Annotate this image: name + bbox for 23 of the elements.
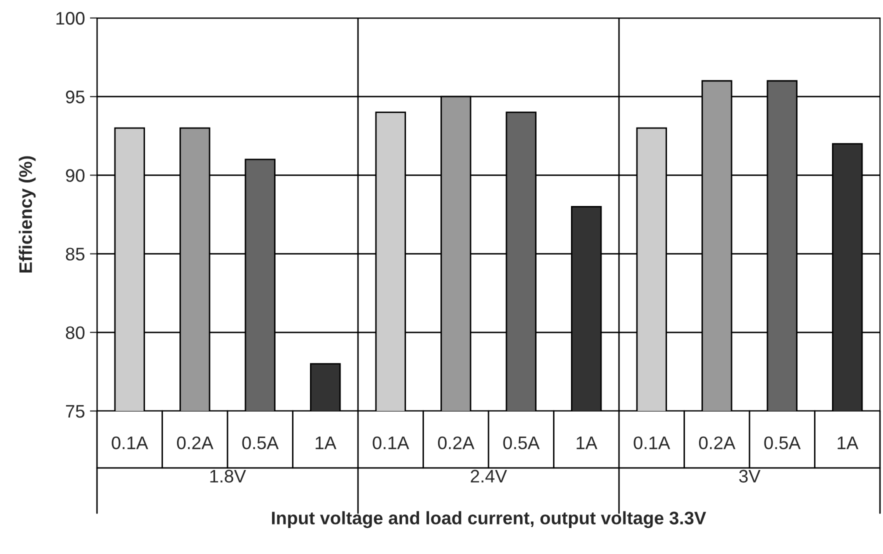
y-tick-label: 95: [66, 90, 84, 104]
text: 1A: [838, 436, 858, 450]
y-tick-label: 80: [66, 326, 84, 340]
text: 0.1A: [634, 436, 670, 450]
series-label: 0.5A: [242, 436, 279, 450]
series-label: 0.2A: [177, 436, 214, 450]
series-label: 0.1A: [112, 436, 148, 450]
text: 0.2A: [699, 436, 736, 450]
x-tick-label: 3V: [739, 470, 760, 483]
series-label: 1A: [576, 436, 598, 450]
y-tick-label: 90: [66, 169, 84, 182]
text: 0.1A: [372, 436, 410, 450]
y-tick-label: 85: [66, 248, 84, 261]
x-axis-title: Input voltage and load current, output voltage 3.3V: [272, 511, 706, 528]
x-tick-label: 1.8V: [210, 470, 246, 483]
y-axis-title: Efficiency (%): [18, 156, 36, 272]
text: 0.2A: [438, 436, 474, 450]
x-tick-label: 2.4V: [470, 470, 507, 482]
y-tick-label: 100: [56, 12, 84, 25]
y-tick-label: 75: [66, 405, 84, 418]
text: 1A: [316, 436, 336, 450]
text: 0.5A: [503, 436, 540, 450]
text: 0.5A: [764, 436, 801, 450]
